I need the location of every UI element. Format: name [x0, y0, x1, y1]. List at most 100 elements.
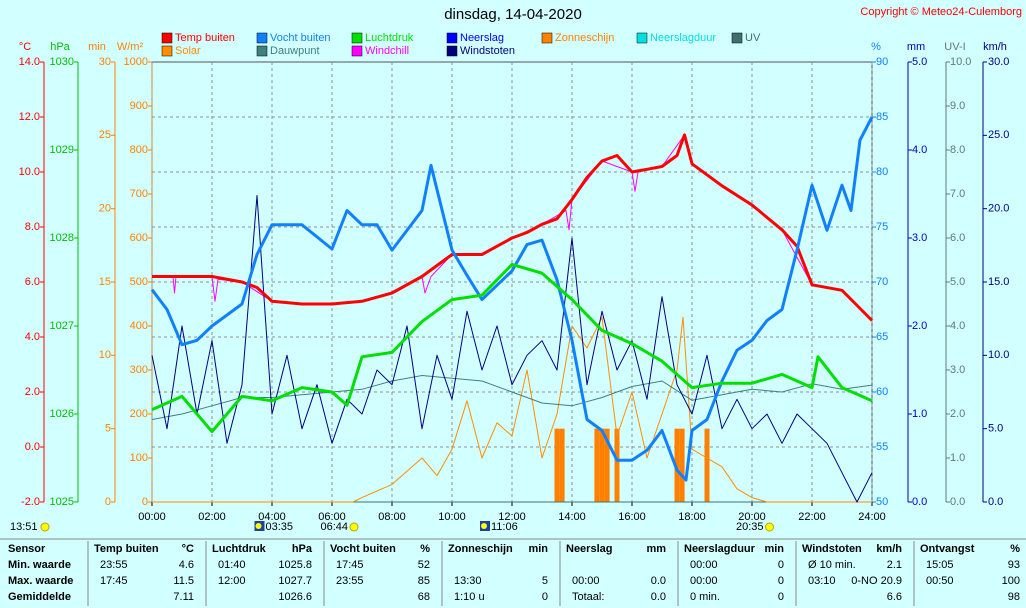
- y-tick-label: 5.0: [912, 56, 927, 68]
- table-cell: 23:55: [336, 575, 364, 587]
- y-tick-label: 0.0: [950, 496, 965, 508]
- y-tick-label: 1026: [50, 408, 74, 420]
- legend-swatch: [541, 32, 553, 44]
- y-tick-label: 5: [105, 423, 111, 435]
- y-tick-label: 25.0: [988, 129, 1009, 141]
- table-cell: 0: [778, 575, 784, 587]
- x-tick-label: 12:00: [498, 511, 526, 523]
- y-tick-label: 6.0: [25, 276, 40, 288]
- y-tick-label: 1027: [50, 320, 74, 332]
- event-time: 03:35: [266, 521, 294, 533]
- y-tick-label: 300: [130, 364, 148, 376]
- y-tick-label: 100: [130, 452, 148, 464]
- legend-label: Luchtdruk: [365, 32, 414, 44]
- x-tick-label: 00:00: [138, 511, 166, 523]
- legend-swatch: [731, 32, 743, 44]
- y-tick-label: 9.0: [950, 100, 965, 112]
- x-tick-label: 22:00: [798, 511, 826, 523]
- axis-unit: km/h: [983, 41, 1007, 53]
- table-header: Sensor: [8, 543, 46, 555]
- y-tick-label: 90: [876, 56, 888, 68]
- table-cell: 7.11: [173, 591, 194, 603]
- axis-unit: mm: [907, 41, 925, 53]
- legend-swatch: [256, 32, 268, 44]
- table-header: %: [1010, 543, 1020, 555]
- table-header: min: [764, 543, 784, 555]
- y-tick-label: -2.0: [21, 496, 40, 508]
- bar: [594, 428, 600, 502]
- table-cell: 15:05: [926, 559, 954, 571]
- y-tick-label: 7.0: [950, 188, 965, 200]
- table-cell: 5: [542, 575, 548, 587]
- y-tick-label: 0: [105, 496, 111, 508]
- y-tick-label: 5.0: [988, 423, 1003, 435]
- table-cell: 52: [418, 559, 430, 571]
- bar: [704, 428, 710, 502]
- row-label: Max. waarde: [8, 575, 73, 587]
- y-tick-label: 14.0: [19, 56, 40, 68]
- table-header: Neerslag: [566, 543, 612, 555]
- current-time: 13:51: [10, 521, 38, 533]
- y-tick-label: 80: [876, 166, 888, 178]
- y-tick-label: 60: [876, 386, 888, 398]
- legend-label: UV: [745, 32, 761, 44]
- table-cell: 00:00: [690, 559, 718, 571]
- y-tick-label: 65: [876, 331, 888, 343]
- y-tick-label: 85: [876, 111, 888, 123]
- series-line: [151, 375, 873, 420]
- axis-unit: W/m²: [117, 41, 144, 53]
- y-tick-label: 800: [130, 144, 148, 156]
- legend-label: Dauwpunt: [270, 45, 320, 57]
- table-header: Windstoten: [802, 543, 862, 555]
- legend-label: Solar: [175, 45, 201, 57]
- y-tick-label: 500: [130, 276, 148, 288]
- table-cell: 6.6: [887, 591, 902, 603]
- y-tick-label: 1025: [50, 496, 74, 508]
- x-tick-label: 06:00: [318, 511, 346, 523]
- y-tick-label: 1029: [50, 144, 74, 156]
- legend-label: Neerslag: [460, 32, 504, 44]
- y-tick-label: 70: [876, 276, 888, 288]
- y-tick-label: 10.0: [19, 166, 40, 178]
- table-cell: 0: [542, 591, 548, 603]
- legend-label: Neerslagduur: [650, 32, 716, 44]
- y-tick-label: 15: [99, 276, 111, 288]
- series-line: [151, 195, 873, 503]
- legend-swatch: [161, 32, 173, 44]
- table-cell: Totaal:: [572, 591, 604, 603]
- table-header: %: [420, 543, 430, 555]
- legend-label: Windchill: [365, 45, 409, 57]
- legend-label: Temp buiten: [175, 32, 235, 44]
- y-tick-label: 8.0: [950, 144, 965, 156]
- table-cell: 11.5: [173, 575, 194, 587]
- y-tick-label: 2.0: [950, 408, 965, 420]
- table-cell: 0.0: [651, 575, 666, 587]
- table-cell: 1:10 u: [454, 591, 485, 603]
- copyright: Copyright © Meteo24-Culemborg: [860, 6, 1022, 18]
- table-cell: 00:00: [690, 575, 718, 587]
- table-cell: 68: [418, 591, 430, 603]
- table-cell: 03:10: [808, 575, 836, 587]
- y-tick-label: 600: [130, 232, 148, 244]
- moon-icon: [481, 523, 487, 529]
- legend-label: Vocht buiten: [270, 32, 331, 44]
- table-header: Ontvangst: [920, 543, 975, 555]
- legend-label: Windstoten: [460, 45, 515, 57]
- table-cell: 2.1: [887, 559, 902, 571]
- y-tick-label: 10.0: [950, 56, 971, 68]
- y-tick-label: 0: [142, 496, 148, 508]
- table-header: Vocht buiten: [330, 543, 396, 555]
- y-tick-label: 8.0: [25, 221, 40, 233]
- sun-icon: [349, 522, 359, 532]
- legend-swatch: [351, 45, 363, 57]
- legend-swatch: [446, 45, 458, 57]
- table-cell: 23:55: [100, 559, 128, 571]
- event-time: 06:44: [320, 521, 348, 533]
- legend-swatch: [256, 45, 268, 57]
- x-tick-label: 24:00: [858, 511, 886, 523]
- row-label: Min. waarde: [8, 559, 71, 571]
- y-tick-label: 30.0: [988, 56, 1009, 68]
- table-header: Zonneschijn: [448, 543, 513, 555]
- bar: [599, 428, 605, 502]
